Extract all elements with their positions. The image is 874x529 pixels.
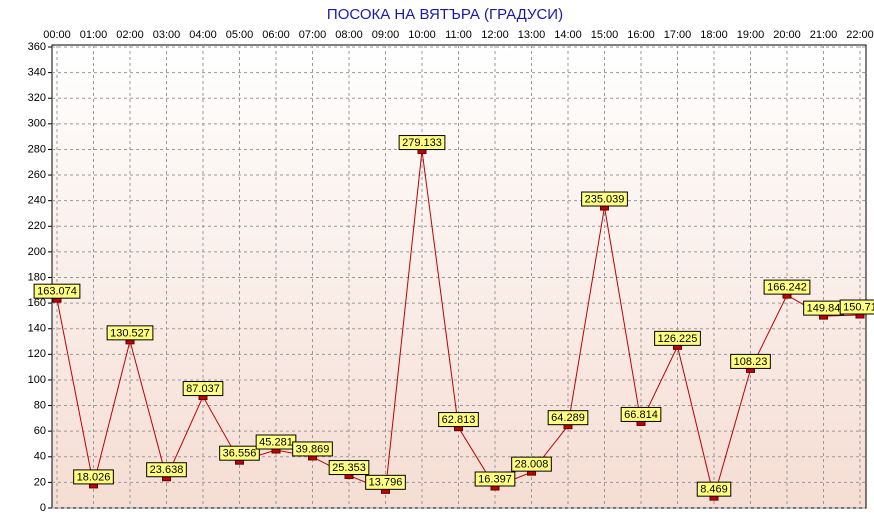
x-tick-label: 11:00: [445, 29, 472, 41]
value-label: 16.397: [478, 473, 512, 485]
value-label: 18.026: [77, 471, 111, 483]
x-tick-label: 20:00: [773, 29, 801, 41]
y-tick-label: 260: [28, 169, 46, 181]
value-label: 279.133: [402, 137, 442, 149]
x-tick-label: 09:00: [372, 29, 400, 41]
x-tick-label: 16:00: [627, 29, 655, 41]
x-tick-label: 07:00: [299, 29, 327, 41]
value-label: 126.225: [658, 333, 698, 345]
value-label-box: [474, 471, 516, 487]
value-label: 149.84: [807, 303, 841, 315]
value-label-box: [365, 474, 406, 490]
value-label-box: [73, 469, 114, 485]
y-tick-label: 220: [28, 220, 46, 232]
value-label-box: [620, 406, 662, 422]
value-label: 87.037: [186, 383, 220, 395]
value-label-box: [292, 441, 333, 457]
x-tick-label: 17:00: [664, 29, 692, 41]
value-label: 23.638: [150, 464, 184, 476]
x-tick-label: 06:00: [262, 29, 290, 41]
y-tick-label: 0: [40, 502, 46, 514]
x-tick-label: 05:00: [226, 29, 254, 41]
value-label-box: [438, 412, 479, 428]
value-label-box: [33, 283, 81, 299]
y-tick-label: 60: [34, 425, 46, 437]
value-label: 8.469: [700, 484, 728, 496]
y-tick-label: 100: [28, 374, 46, 386]
y-tick-label: 140: [28, 323, 46, 335]
value-label: 36.556: [223, 448, 257, 460]
x-tick-label: 18:00: [700, 29, 728, 41]
value-label-box: [839, 299, 874, 315]
value-label: 108.23: [734, 356, 768, 368]
value-label-box: [696, 481, 732, 497]
x-tick-label: 08:00: [335, 29, 363, 41]
value-label: 45.281: [259, 436, 293, 448]
x-tick-label: 00:00: [43, 29, 71, 41]
value-label: 39.869: [296, 443, 330, 455]
value-label-box: [730, 353, 771, 369]
value-label-box: [547, 410, 589, 426]
value-label-box: [654, 330, 701, 346]
value-label: 62.813: [442, 414, 476, 426]
value-label: 150.71: [843, 301, 874, 313]
x-tick-label: 02:00: [116, 29, 144, 41]
y-tick-label: 180: [28, 271, 46, 283]
y-tick-label: 20: [34, 476, 46, 488]
value-label-box: [146, 462, 187, 478]
x-tick-label: 19:00: [737, 29, 765, 41]
value-label-box: [219, 445, 260, 461]
y-tick-label: 320: [28, 92, 46, 104]
x-tick-label: 10:00: [408, 29, 436, 41]
value-label-box: [763, 279, 811, 295]
y-tick-label: 300: [28, 118, 46, 130]
y-tick-label: 200: [28, 246, 46, 258]
value-label: 166.242: [767, 282, 807, 294]
value-label: 64.289: [551, 412, 585, 424]
x-tick-label: 15:00: [591, 29, 619, 41]
y-tick-label: 120: [28, 348, 46, 360]
y-tick-label: 80: [34, 399, 46, 411]
x-tick-label: 21:00: [810, 29, 838, 41]
x-tick-label: 03:00: [153, 29, 181, 41]
y-tick-label: 160: [28, 297, 46, 309]
value-label: 13.796: [369, 477, 403, 489]
value-label-box: [182, 381, 224, 397]
x-tick-label: 22:00: [846, 29, 874, 41]
value-label: 163.074: [37, 286, 77, 298]
value-label: 25.353: [332, 462, 366, 474]
plot-area: [51, 44, 867, 509]
value-label-box: [398, 135, 446, 151]
y-tick-label: 340: [28, 67, 46, 79]
x-tick-label: 01:00: [80, 29, 108, 41]
y-tick-label: 40: [34, 451, 46, 463]
value-label: 235.039: [585, 193, 625, 205]
y-tick-label: 360: [28, 41, 46, 53]
x-tick-label: 13:00: [518, 29, 546, 41]
x-tick-label: 12:00: [481, 29, 509, 41]
value-label: 66.814: [624, 409, 658, 421]
value-label-box: [511, 456, 552, 472]
value-label: 28.008: [515, 459, 549, 471]
x-tick-label: 04:00: [189, 29, 217, 41]
value-label-box: [106, 325, 154, 341]
value-label-box: [328, 460, 370, 476]
x-tick-label: 14:00: [554, 29, 582, 41]
y-tick-label: 240: [28, 195, 46, 207]
value-label: 130.527: [110, 327, 150, 339]
value-label-box: [581, 191, 628, 207]
y-tick-label: 280: [28, 143, 46, 155]
chart-title: ПОСОКА НА ВЯТЪРА (ГРАДУСИ): [327, 6, 563, 23]
